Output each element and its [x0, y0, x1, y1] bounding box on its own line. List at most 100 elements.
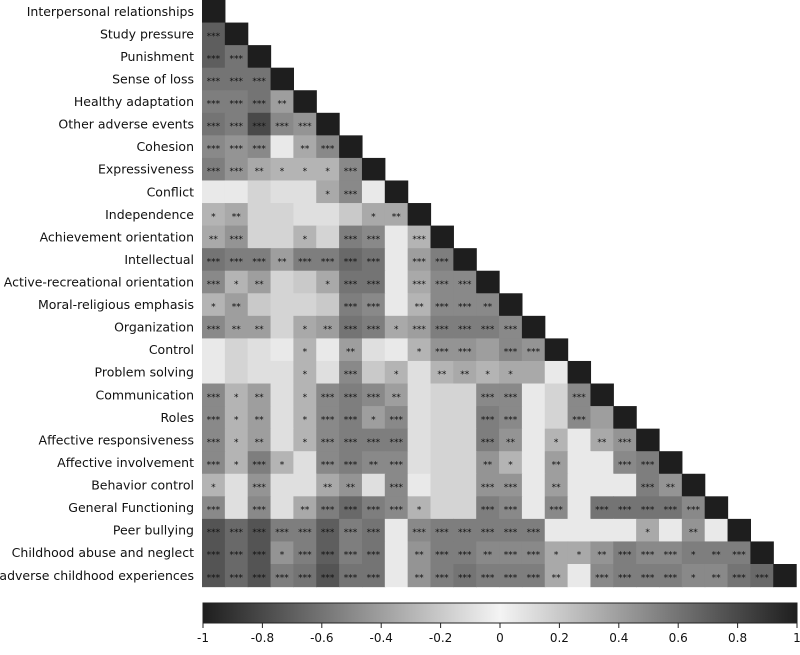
significance-marker: ***	[252, 77, 266, 87]
significance-marker: ***	[367, 303, 381, 313]
significance-marker: ***	[481, 506, 495, 516]
heatmap-cell	[339, 541, 363, 565]
heatmap-cell	[293, 112, 317, 136]
significance-marker: *	[211, 212, 216, 222]
significance-marker: *	[303, 438, 308, 448]
significance-marker: ***	[207, 167, 221, 177]
heatmap-cell	[361, 496, 386, 520]
significance-marker: ***	[344, 573, 358, 583]
heatmap-cell	[361, 293, 386, 317]
heatmap-cell	[339, 360, 363, 385]
heatmap-cell	[247, 157, 272, 182]
significance-marker: *	[234, 393, 239, 403]
heatmap-cell	[202, 248, 226, 272]
row-label: General Functioning	[68, 500, 194, 515]
significance-marker: ***	[344, 506, 358, 516]
row-label: adverse childhood experiences	[0, 568, 194, 583]
colorbar: -1 -0.8 -0.6 -0.4 -0.2 0 0.2 0.4 0.6 0.8 1	[197, 602, 800, 645]
heatmap-cell	[567, 541, 592, 565]
colorbar-tick-label: -0.4	[369, 631, 392, 645]
heatmap-cell	[293, 564, 317, 588]
significance-marker: **	[460, 370, 470, 380]
heatmap-cell	[476, 406, 500, 430]
heatmap-cell	[407, 248, 432, 272]
heatmap-cell	[339, 315, 363, 339]
heatmap-cell	[202, 564, 226, 588]
significance-marker: ***	[344, 393, 358, 403]
heatmap-cell	[430, 293, 454, 317]
diagonal-cell	[521, 315, 546, 339]
significance-marker: ***	[435, 551, 449, 561]
significance-marker: ***	[207, 280, 221, 290]
heatmap-cell	[521, 451, 546, 475]
significance-marker: **	[392, 212, 402, 222]
heatmap-cell	[224, 157, 249, 182]
heatmap-cell	[361, 248, 386, 272]
significance-marker: ***	[435, 528, 449, 538]
heatmap-cell	[499, 315, 523, 339]
heatmap-cell	[590, 406, 614, 430]
significance-marker: ***	[207, 257, 221, 267]
heatmap-cell	[407, 428, 432, 452]
heatmap-cell	[247, 518, 272, 543]
heatmap-cell	[293, 541, 317, 565]
heatmap-cells	[202, 0, 797, 588]
heatmap-cell	[247, 496, 272, 520]
significance-marker: ***	[687, 506, 701, 516]
significance-marker: **	[277, 257, 287, 267]
heatmap-cell	[430, 270, 454, 294]
significance-marker: **	[597, 551, 607, 561]
colorbar-tick-label: 0	[496, 631, 504, 645]
heatmap-cell	[316, 518, 340, 543]
heatmap-cell	[293, 338, 317, 362]
significance-marker: ***	[344, 438, 358, 448]
heatmap-cell	[270, 315, 294, 339]
significance-marker: ***	[481, 393, 495, 403]
diagonal-cell	[339, 135, 363, 159]
heatmap-cell	[521, 496, 546, 520]
heatmap-cell	[247, 293, 272, 317]
heatmap-cell	[590, 541, 614, 565]
significance-marker: ***	[252, 506, 266, 516]
significance-marker: ***	[207, 528, 221, 538]
significance-marker: *	[325, 280, 330, 290]
heatmap-cell	[316, 203, 340, 227]
heatmap-cell	[202, 451, 226, 475]
significance-marker: ***	[641, 460, 655, 470]
heatmap-cell	[499, 338, 523, 362]
heatmap-cell	[316, 135, 340, 159]
significance-marker: ***	[298, 528, 312, 538]
heatmap-cell	[476, 315, 500, 339]
significance-marker: **	[346, 348, 356, 358]
significance-marker: ***	[230, 145, 244, 155]
significance-marker: ***	[481, 438, 495, 448]
heatmap-cell	[361, 315, 386, 339]
heatmap-cell	[750, 564, 774, 588]
colorbar-tick-label: 0.2	[550, 631, 569, 645]
heatmap-cell	[293, 428, 317, 452]
heatmap-cell	[361, 406, 386, 430]
significance-marker: ***	[275, 122, 289, 132]
significance-marker: *	[691, 573, 696, 583]
significance-marker: ***	[321, 460, 335, 470]
colorbar-tick-label: 1	[793, 631, 800, 645]
heatmap-cell	[453, 293, 477, 317]
row-label: Punishment	[120, 49, 194, 64]
heatmap-cell	[361, 360, 386, 385]
significance-marker: ***	[367, 573, 381, 583]
heatmap-cell	[247, 112, 272, 136]
colorbar-tick-label: -0.6	[310, 631, 333, 645]
heatmap-cell	[430, 473, 454, 497]
heatmap-cell	[339, 203, 363, 227]
heatmap-cell	[453, 315, 477, 339]
heatmap-cell	[384, 406, 409, 430]
significance-marker: **	[552, 483, 562, 493]
significance-marker: **	[323, 483, 333, 493]
heatmap-cell	[270, 406, 294, 430]
heatmap-cell	[270, 293, 294, 317]
heatmap-cell	[224, 270, 249, 294]
significance-marker: *	[508, 370, 513, 380]
heatmap-cell	[202, 67, 226, 91]
heatmap-cell	[270, 270, 294, 294]
significance-marker: ***	[367, 393, 381, 403]
